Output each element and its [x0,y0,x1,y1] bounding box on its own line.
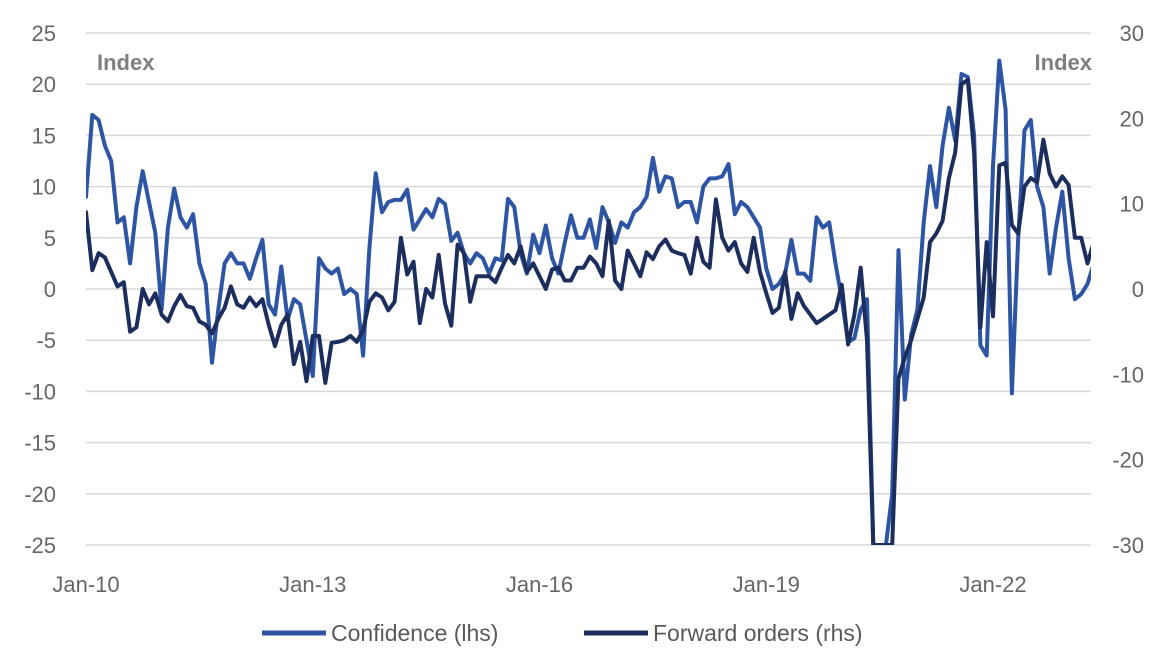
left-tick-label: 25 [32,21,56,46]
right-tick-label: 30 [1120,21,1144,46]
legend-label-forward-orders: Forward orders (rhs) [653,620,863,646]
gridlines [86,32,1091,546]
x-tick-label: Jan-13 [279,572,346,597]
x-tick-label: Jan-16 [506,572,573,597]
right-tick-label: -20 [1112,448,1144,473]
x-axis-ticks: Jan-10 Jan-13 Jan-16 Jan-19 Jan-22 [52,572,1026,597]
right-axis-ticks: 30 20 10 0 -10 -20 -30 [1112,21,1144,558]
right-axis-unit-label: Index [1035,50,1093,75]
right-tick-label: -10 [1112,362,1144,387]
left-tick-label: -5 [36,328,56,353]
right-tick-label: -30 [1112,533,1144,558]
x-tick-label: Jan-22 [959,572,1026,597]
left-tick-label: 5 [44,226,56,251]
series-line-confidence [86,58,1091,545]
legend: Confidence (lhs) Forward orders (rhs) [262,620,863,646]
left-tick-label: -20 [24,482,56,507]
left-tick-label: -10 [24,379,56,404]
left-tick-label: -25 [24,533,56,558]
left-axis-unit-label: Index [97,50,155,75]
left-axis-ticks: 25 20 15 10 5 0 -5 -10 -15 -20 -25 [24,21,56,558]
x-tick-label: Jan-10 [52,572,119,597]
left-tick-label: 10 [32,175,56,200]
right-tick-label: 0 [1132,277,1144,302]
x-tick-label: Jan-19 [733,572,800,597]
left-tick-label: 15 [32,123,56,148]
right-tick-label: 10 [1120,192,1144,217]
legend-label-confidence: Confidence (lhs) [331,620,498,646]
left-tick-label: 20 [32,72,56,97]
left-tick-label: 0 [44,277,56,302]
left-tick-label: -15 [24,431,56,456]
right-tick-label: 20 [1120,106,1144,131]
series-line-forward-orders [86,77,1091,545]
series-lines [86,58,1091,545]
